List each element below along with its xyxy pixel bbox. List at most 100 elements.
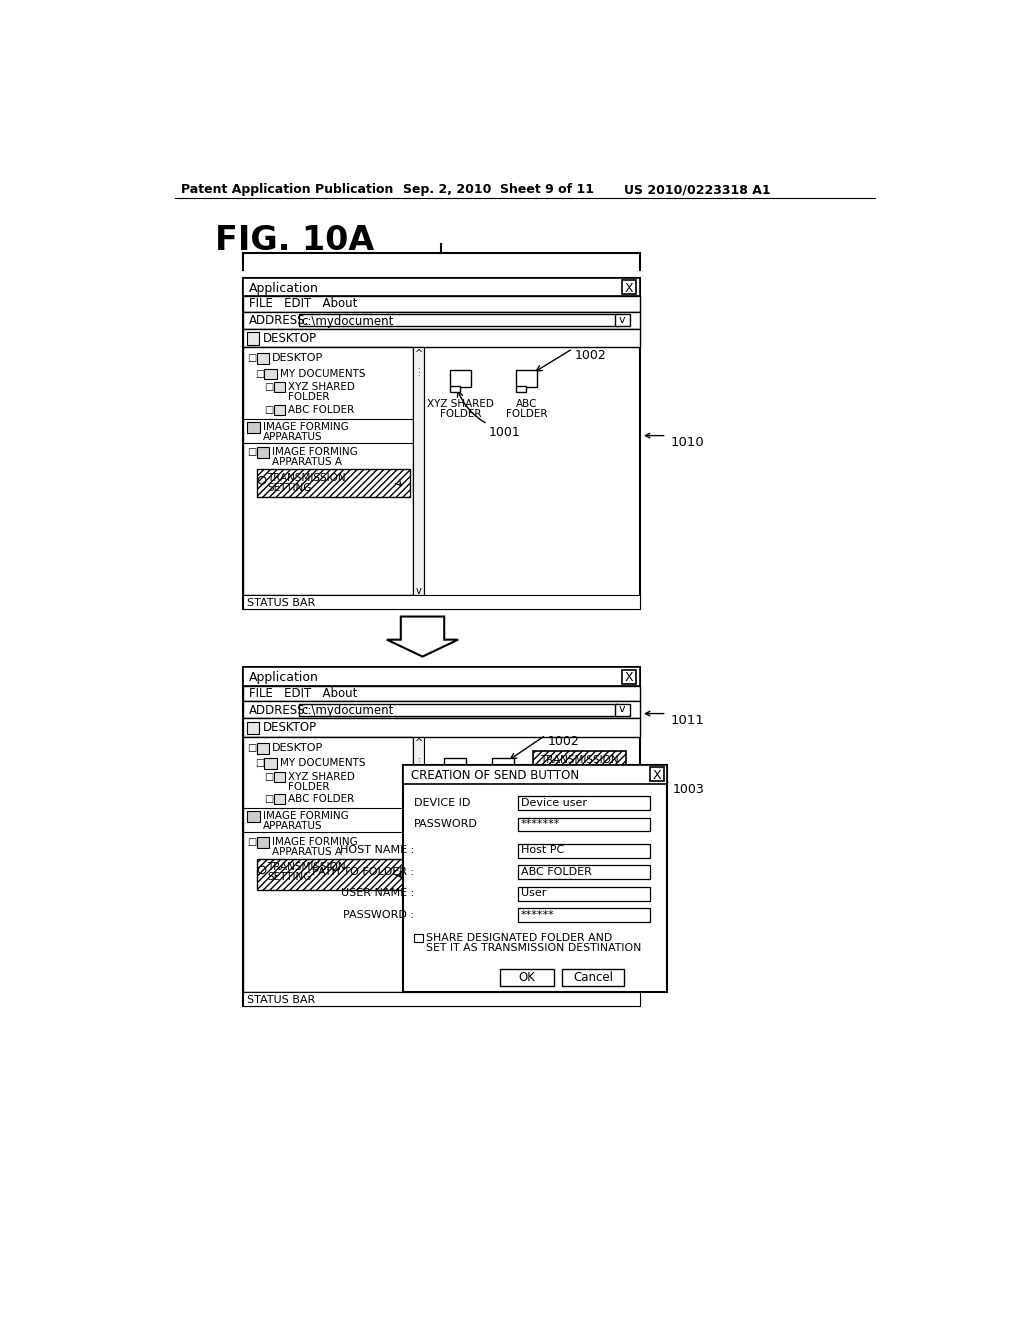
Text: □: □ [248, 447, 257, 457]
Text: .: . [418, 755, 420, 764]
Bar [257, 743, 269, 754]
Text: PATH TO FOLDER :: PATH TO FOLDER : [312, 867, 414, 876]
Text: FIG. 10A: FIG. 10A [215, 224, 374, 257]
Text: Sheet 9 of 11: Sheet 9 of 11 [500, 183, 594, 197]
Text: TRANSMISSION: TRANSMISSION [267, 473, 346, 483]
Text: DESKTOP: DESKTOP [263, 331, 317, 345]
Bar [649, 767, 664, 781]
Bar [403, 766, 667, 993]
Bar [518, 843, 649, 858]
Text: SETTING: SETTING [557, 766, 601, 775]
Bar [414, 737, 424, 993]
Text: Device user: Device user [521, 797, 587, 808]
Text: Sep. 2, 2010: Sep. 2, 2010 [403, 183, 492, 197]
Text: X: X [625, 281, 634, 294]
Text: c:\mydocument: c:\mydocument [302, 314, 394, 327]
Bar [532, 751, 626, 788]
Text: Host PC: Host PC [521, 845, 564, 855]
Text: User: User [521, 888, 546, 899]
Text: ABC FOLDER: ABC FOLDER [288, 405, 354, 414]
Text: SETTING: SETTING [267, 873, 312, 882]
Text: STATUS BAR: STATUS BAR [248, 995, 315, 1006]
Text: FILE   EDIT   About: FILE EDIT About [249, 686, 357, 700]
Text: 1010: 1010 [671, 436, 705, 449]
Bar [493, 758, 514, 775]
Text: 1001: 1001 [489, 425, 521, 438]
Text: FOLDER: FOLDER [288, 781, 329, 792]
Text: □: □ [248, 743, 257, 752]
Bar [518, 796, 649, 810]
Bar [247, 722, 259, 734]
Text: TRANSMISSION: TRANSMISSION [267, 862, 346, 873]
Bar [243, 312, 640, 329]
Text: *******: ******* [521, 818, 560, 829]
Text: DEVICE ID: DEVICE ID [414, 797, 470, 808]
Text: APPARATUS: APPARATUS [263, 432, 323, 442]
Text: .: . [418, 363, 420, 371]
Bar [243, 686, 640, 701]
Bar [299, 314, 617, 326]
Text: MY DOCUMENTS: MY DOCUMENTS [280, 758, 366, 768]
Text: XYZ SHARED: XYZ SHARED [288, 772, 354, 781]
Text: □: □ [264, 772, 273, 781]
Bar [257, 354, 269, 364]
Bar [444, 774, 455, 780]
Text: FOLDER: FOLDER [439, 409, 481, 418]
Bar [248, 812, 260, 822]
Text: OK: OK [519, 972, 536, 985]
Bar [248, 422, 260, 433]
Bar [243, 718, 640, 737]
Bar [243, 347, 414, 595]
Bar [243, 277, 640, 296]
Text: □: □ [248, 354, 257, 363]
Text: FOLDER: FOLDER [506, 409, 547, 418]
Bar [414, 933, 423, 942]
Text: 1003: 1003 [673, 783, 705, 796]
Text: □: □ [264, 795, 273, 804]
Text: XYZ SHARED: XYZ SHARED [288, 383, 354, 392]
Bar [243, 329, 640, 347]
Text: FOLDER: FOLDER [482, 797, 524, 807]
Text: v: v [416, 983, 422, 993]
Text: APPARATUS A: APPARATUS A [272, 847, 342, 857]
Text: ABC: ABC [516, 400, 538, 409]
Bar [243, 595, 640, 609]
Text: FILE   EDIT   About: FILE EDIT About [249, 297, 357, 310]
Text: US 2010/0223318 A1: US 2010/0223318 A1 [624, 183, 771, 197]
Bar [257, 447, 269, 458]
Bar [264, 368, 276, 379]
Text: ABC FOLDER: ABC FOLDER [288, 795, 354, 804]
Text: APPARATUS A: APPARATUS A [272, 457, 342, 467]
Text: □: □ [255, 368, 264, 379]
Text: ******: ****** [521, 909, 555, 920]
Bar [273, 405, 285, 414]
Text: .: . [418, 752, 420, 762]
Bar [623, 280, 636, 294]
Text: CREATION OF SEND BUTTON: CREATION OF SEND BUTTON [411, 770, 579, 781]
Bar [518, 817, 649, 832]
Text: .: . [418, 368, 420, 378]
Text: FOLDER: FOLDER [288, 392, 329, 403]
Text: ADDRESS:: ADDRESS: [249, 314, 309, 327]
Text: SHARE DESIGNATED FOLDER AND: SHARE DESIGNATED FOLDER AND [426, 933, 612, 942]
Bar [450, 370, 471, 387]
Text: .: . [418, 366, 420, 375]
Text: ADDRESS:: ADDRESS: [249, 704, 309, 717]
Bar [515, 385, 526, 392]
Bar [299, 704, 617, 715]
Bar [515, 370, 538, 387]
Bar [243, 701, 640, 718]
Text: ^: ^ [415, 738, 423, 748]
Text: .: . [418, 758, 420, 767]
Text: ABC FOLDER: ABC FOLDER [521, 867, 592, 876]
Bar [518, 908, 649, 923]
Text: SETTING: SETTING [267, 483, 312, 492]
Text: Application: Application [249, 671, 318, 684]
Text: HOST NAME :: HOST NAME : [340, 845, 414, 855]
Bar [414, 347, 424, 595]
Text: v: v [416, 586, 422, 595]
Bar [444, 758, 466, 775]
Text: 1011: 1011 [671, 714, 705, 726]
Bar [257, 837, 269, 847]
Bar [518, 887, 649, 900]
